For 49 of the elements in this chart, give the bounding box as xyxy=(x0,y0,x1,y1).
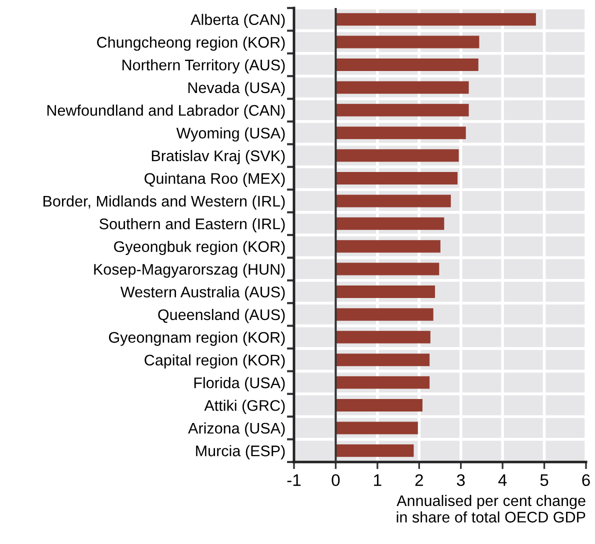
bar xyxy=(336,240,440,253)
bar xyxy=(336,126,466,140)
y-tick-label: Queensland (AUS) xyxy=(158,308,285,324)
y-tick-label: Newfoundland and Labrador (CAN) xyxy=(47,104,285,119)
x-tick-label: 0 xyxy=(332,474,340,486)
y-tick-label: Gyeongbuk region (KOR) xyxy=(114,240,285,256)
bar xyxy=(336,330,430,344)
y-tick-label: Quintana Roo (MEX) xyxy=(144,172,285,187)
bar xyxy=(336,13,536,26)
y-tick-label: Alberta (CAN) xyxy=(190,14,285,28)
y-tick-label: Nevada (USA) xyxy=(188,82,285,96)
y-tick-label: Murcia (ESP) xyxy=(196,445,285,460)
y-tick-label: Attiki (GRC) xyxy=(204,400,285,414)
bar xyxy=(336,58,478,71)
bar xyxy=(336,354,430,366)
x-tick-label: 1 xyxy=(374,474,382,486)
bar xyxy=(336,422,418,434)
bar xyxy=(336,376,430,389)
bar xyxy=(336,399,422,412)
bar xyxy=(336,444,414,457)
y-tick-label: Southern and Eastern (IRL) xyxy=(100,218,285,232)
bar xyxy=(336,81,469,94)
x-tick-label: 2 xyxy=(415,474,423,486)
y-tick-label: Gyeongnam region (KOR) xyxy=(108,332,285,346)
x-tick-label: 5 xyxy=(540,474,548,486)
y-tick-label: Border, Midlands and Western (IRL) xyxy=(44,195,285,210)
y-tick-label: Bratislav Kraj (SVK) xyxy=(152,150,285,164)
bar xyxy=(336,217,444,230)
bar xyxy=(336,194,451,208)
bar xyxy=(336,149,459,162)
x-tick-label: -1 xyxy=(287,474,301,486)
x-axis-title: Annualised per cent change in share of total OECD GDP xyxy=(396,494,586,523)
bar xyxy=(336,262,440,276)
y-tick-label: Kosep-Magyarorszag (HUN) xyxy=(94,264,285,278)
x-tick-label: 4 xyxy=(498,474,507,486)
bar xyxy=(336,308,434,321)
x-tick-label: 6 xyxy=(582,474,590,486)
y-tick-label: Florida (USA) xyxy=(194,377,285,392)
bar xyxy=(336,172,458,184)
y-tick-label: Chungcheong region (KOR) xyxy=(97,36,285,51)
y-tick-label: Wyoming (USA) xyxy=(176,127,285,142)
y-tick-label: Western Australia (AUS) xyxy=(120,286,285,300)
y-tick-label: Arizona (USA) xyxy=(188,422,285,437)
bar xyxy=(336,104,469,116)
y-tick-label: Capital region (KOR) xyxy=(144,354,285,369)
y-tick-label: Northern Territory (AUS) xyxy=(122,59,285,74)
bar xyxy=(336,36,480,48)
x-tick-label: 3 xyxy=(456,474,465,486)
bar xyxy=(336,286,435,298)
